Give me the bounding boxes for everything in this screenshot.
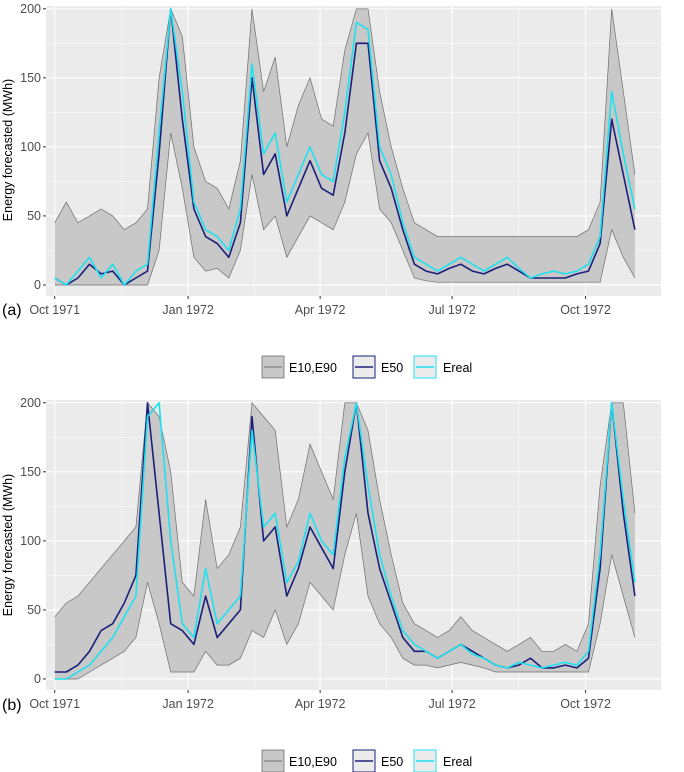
y-tick-label: 200	[20, 396, 41, 410]
y-tick-label: 150	[20, 465, 41, 479]
x-tick-label: Jul 1972	[428, 697, 475, 711]
series-line-e50	[54, 402, 636, 673]
x-tick-label: Apr 1972	[295, 303, 346, 317]
legend-label-e50-a: E50	[381, 361, 403, 375]
y-tick-label: 150	[20, 71, 41, 85]
legend-b: E10,E90 E50 Ereal	[261, 749, 472, 772]
y-axis-b: 0 50 100 150 200	[20, 396, 46, 686]
legend-key-ereal-a	[413, 355, 437, 379]
legend-key-ribbon-b	[261, 749, 285, 772]
x-axis-b: Oct 1971 Jan 1972 Apr 1972 Jul 1972 Oct 1972	[29, 690, 611, 711]
legend-label-e50-b: E50	[381, 755, 403, 769]
y-tick-label: 0	[34, 672, 41, 686]
chart-panel-b: 0 50 100 150 200 Oct 1971 Jan 1972 Apr 1972 Jul…	[1, 396, 661, 714]
panel-label-a: (a)	[2, 302, 22, 319]
x-tick-label: Jan 1972	[162, 303, 213, 317]
series-line-ereal	[54, 402, 636, 680]
legend-key-ereal-b	[413, 749, 437, 772]
x-axis-a: Oct 1971 Jan 1972 Apr 1972 Jul 1972 Oct 1972	[29, 296, 611, 317]
series-line-e50	[54, 8, 636, 286]
panel-label-b: (b)	[2, 697, 22, 714]
legend-key-e50-b	[352, 749, 376, 772]
y-axis-a: 0 50 100 150 200	[20, 2, 46, 292]
y-tick-label: 50	[27, 209, 41, 223]
legend-label-ereal-a: Ereal	[443, 361, 472, 375]
series-lines-b	[54, 402, 636, 680]
x-tick-label: Oct 1972	[560, 697, 611, 711]
legend-key-ribbon-a	[261, 355, 285, 379]
ribbon-area	[54, 402, 635, 679]
series-line-ereal	[54, 8, 636, 286]
x-tick-label: Apr 1972	[295, 697, 346, 711]
series-line-e10	[54, 131, 636, 286]
legend-label-ereal-b: Ereal	[443, 755, 472, 769]
ribbon-e10-e90-b	[54, 401, 636, 680]
x-tick-label: Oct 1972	[560, 303, 611, 317]
legend-a: E10,E90 E50 Ereal	[261, 355, 472, 379]
x-tick-label: Oct 1971	[29, 697, 80, 711]
x-tick-label: Oct 1971	[29, 303, 80, 317]
y-tick-label: 100	[20, 534, 41, 548]
y-axis-title-a: Energy forecasted (MWh)	[1, 79, 15, 221]
y-axis-title-b: Energy forecasted (MWh)	[1, 474, 15, 616]
series-line-e90	[54, 7, 636, 237]
series-lines-a	[54, 8, 636, 286]
y-tick-label: 0	[34, 278, 41, 292]
series-line-e10	[54, 513, 636, 680]
y-tick-label: 100	[20, 140, 41, 154]
legend-label-ribbon-b: E10,E90	[289, 755, 337, 769]
chart-panel-a: 0 50 100 150 200 Oct 1971 Jan 1972 Apr 1972 Jul…	[1, 2, 661, 319]
y-tick-label: 50	[27, 603, 41, 617]
x-tick-label: Jul 1972	[428, 303, 475, 317]
y-tick-label: 200	[20, 2, 41, 16]
series-line-e90	[54, 401, 636, 652]
legend-key-e50-a	[352, 355, 376, 379]
legend-label-ribbon-a: E10,E90	[289, 361, 337, 375]
x-tick-label: Jan 1972	[162, 697, 213, 711]
